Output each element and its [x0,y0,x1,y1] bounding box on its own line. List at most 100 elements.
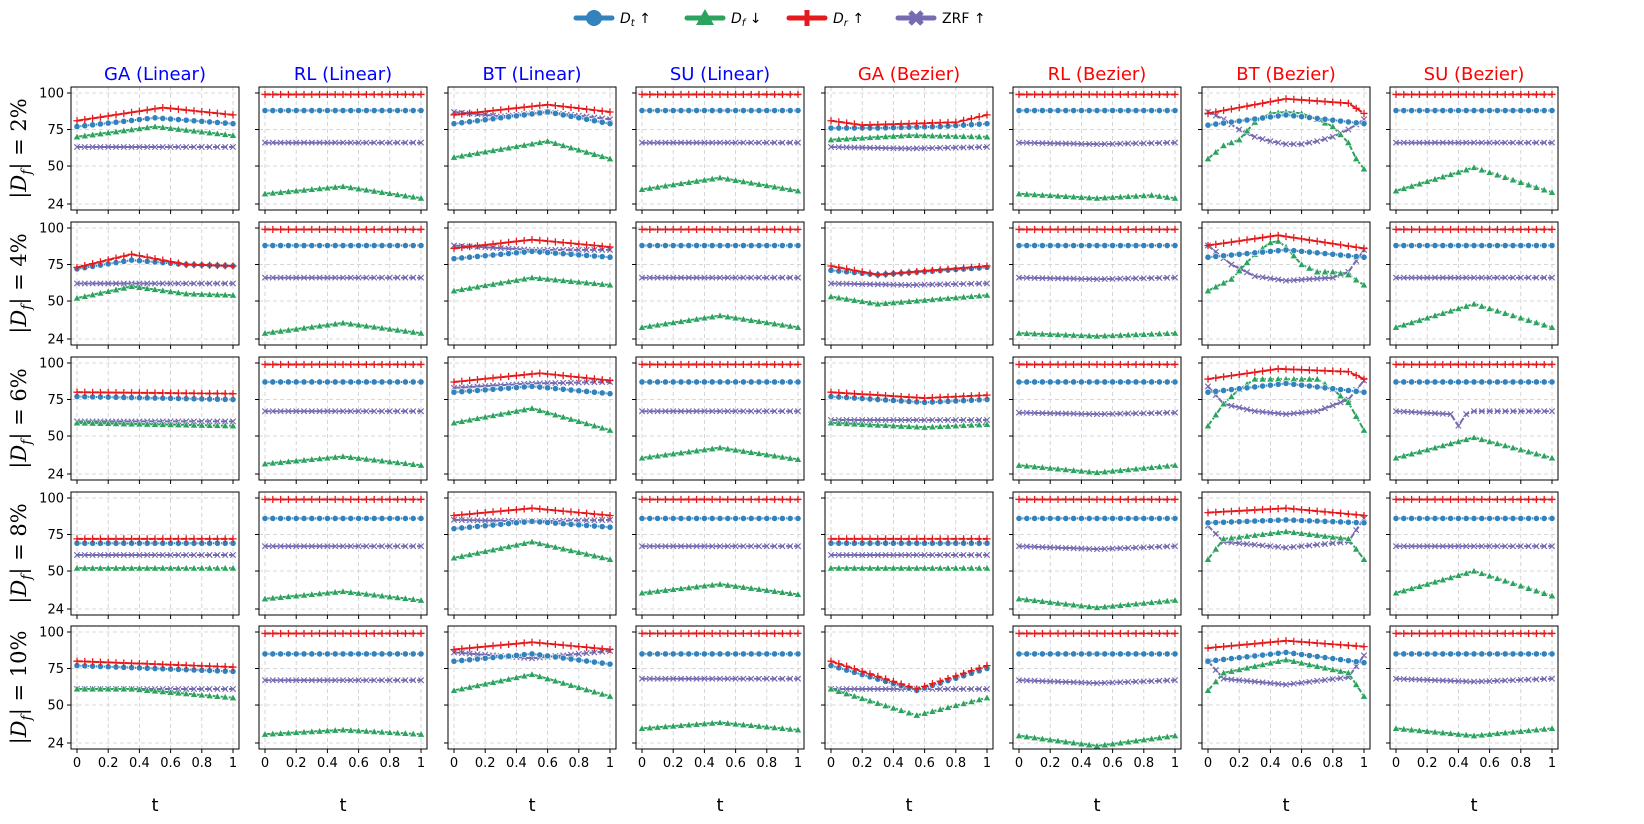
data-point-zrf [1470,543,1478,550]
data-point-zrf [1486,274,1493,281]
data-point-dt [1447,650,1454,658]
data-point-df [1485,168,1494,176]
data-point-dt [1486,107,1493,114]
subplot-rl-linear-r4 [255,491,428,619]
data-point-df [535,274,544,282]
data-point-zrf [787,408,794,415]
data-point-dr [481,241,489,249]
data-point-dr [1109,495,1117,504]
series-line-df [641,176,799,192]
data-point-df [481,281,490,289]
data-point-zrf [1251,273,1258,280]
data-point-dt [654,650,661,658]
data-point-dr [1070,90,1078,99]
x-axis-label: t [339,795,346,816]
data-point-zrf [1101,140,1108,148]
data-point-dr [952,264,960,273]
data-point-df [80,131,89,139]
data-point-df [1438,172,1447,180]
series-df [72,122,238,140]
data-point-dt [755,650,763,658]
x-tick-label: 0.6 [725,756,746,771]
series-zrf [1204,652,1368,688]
data-point-dr [1101,495,1109,504]
data-point-zrf [976,685,983,693]
data-point-df [708,719,717,727]
series-line-df [1018,332,1176,338]
series-dt [261,650,425,658]
data-point-zrf [1439,139,1446,146]
data-point-dt [1054,378,1062,386]
x-tick-label: 0.4 [694,756,715,771]
y-tick-label: 24 [47,737,64,752]
data-point-dt [1156,515,1163,522]
data-point-dr [1266,232,1274,241]
series-dr [1015,629,1179,638]
data-point-dr [378,629,386,638]
data-point-zrf [1164,409,1171,416]
data-point-zrf [1070,679,1077,686]
data-point-dr [520,103,528,111]
data-point-dt [740,650,747,658]
data-point-dr [567,642,575,650]
data-point-df [323,183,332,192]
data-point-dt [1416,650,1423,658]
plot-frame [1012,356,1182,481]
data-point-dt [1439,515,1447,522]
data-point-df [104,128,113,136]
data-point-zrf [1548,274,1556,281]
data-point-df [416,461,426,469]
data-point-dt [277,650,284,658]
data-point-df [299,591,309,599]
data-point-df [182,420,191,429]
data-point-dr [229,390,237,398]
data-point-dr [536,369,544,377]
data-point-dr [473,643,481,651]
data-point-dr [1085,90,1093,99]
data-point-zrf [1408,543,1415,550]
data-point-dt [323,107,331,114]
data-point-df [676,584,686,592]
data-point-dr [1116,90,1124,99]
data-point-dt [1298,517,1305,524]
data-point-dr [1132,629,1140,638]
data-point-dt [1392,650,1400,658]
data-point-df [1085,740,1094,749]
data-point-zrf [285,139,292,146]
series-dr [638,629,802,638]
data-point-zrf [394,677,401,684]
data-point-df [1493,306,1502,315]
data-point-df [1336,667,1345,675]
data-point-zrf [1431,410,1439,417]
data-point-dr [843,265,851,273]
series-zrf [1015,677,1179,687]
data-point-dt [1054,650,1062,658]
data-point-zrf [944,281,952,288]
data-point-dr [159,256,167,264]
data-point-df [1430,311,1440,319]
data-point-dt [1416,378,1423,386]
plot-frame [447,625,617,750]
data-point-zrf [859,551,866,559]
data-point-zrf [285,543,292,550]
data-point-df [598,280,607,288]
series-dt [638,378,802,386]
data-point-df [1219,278,1228,287]
data-point-df [676,448,686,456]
data-point-df [543,137,552,145]
data-point-dr [1509,495,1517,504]
data-point-dt [1015,378,1023,386]
data-point-dt [1117,242,1124,249]
data-point-dr [638,629,646,638]
data-point-dt [1298,247,1305,255]
series-dr [73,250,237,272]
data-point-zrf [1031,274,1038,282]
data-point-df [1211,282,1220,291]
data-point-df [284,325,293,334]
data-point-dr [347,360,355,369]
data-point-df [465,683,474,691]
data-point-df [307,322,316,331]
data-point-dt [409,107,417,114]
data-point-df [975,132,984,140]
data-point-df [143,686,152,694]
